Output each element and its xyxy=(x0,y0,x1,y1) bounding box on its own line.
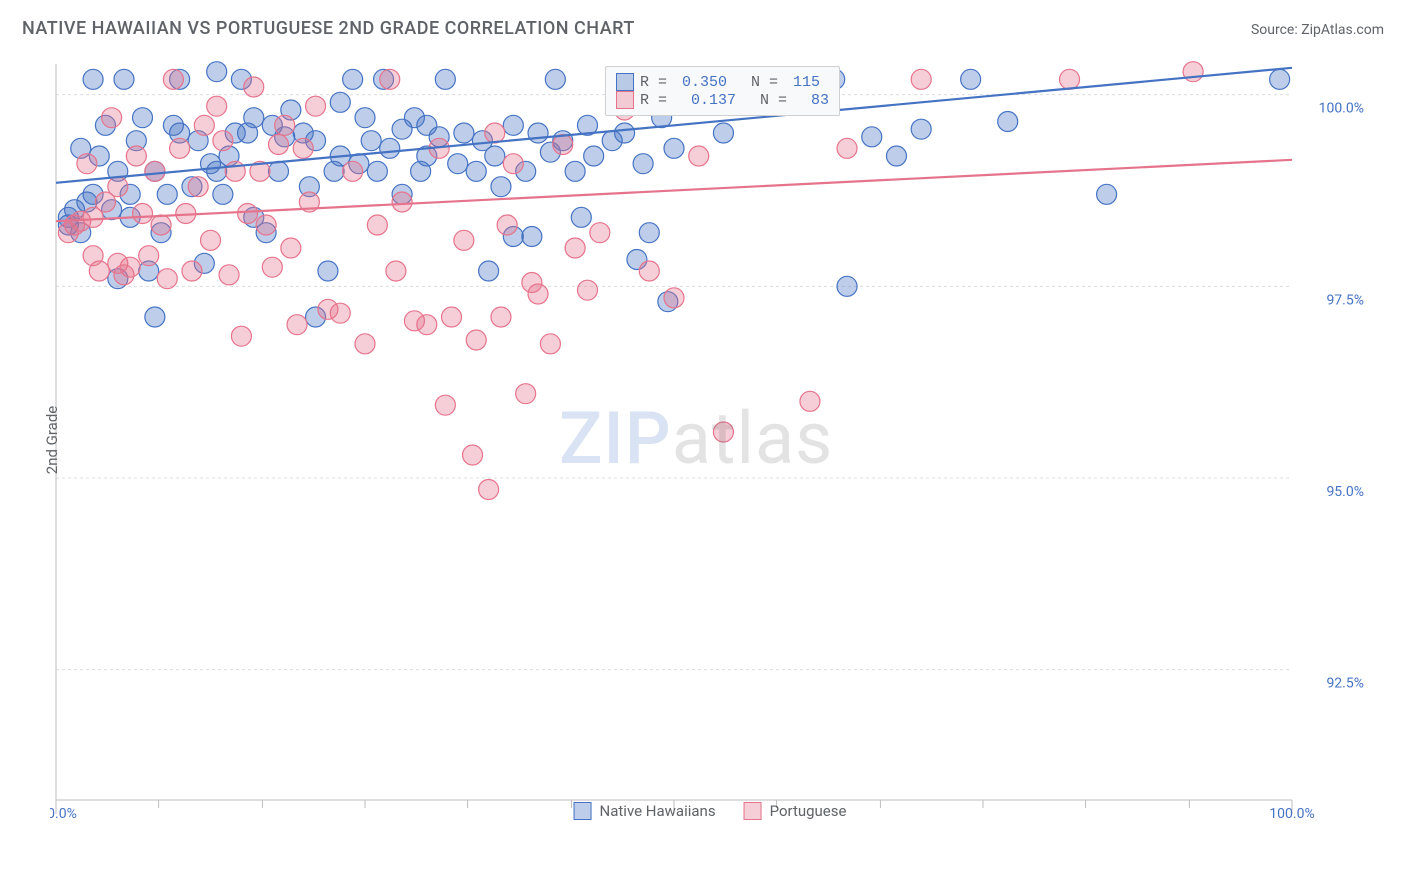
legend-item-a: Native Hawaiians xyxy=(574,802,716,820)
plot-area: 2nd Grade 92.5%95.0%97.5%100.0%0.0%100.0… xyxy=(50,60,1370,820)
legend-label-a: Native Hawaiians xyxy=(600,802,716,820)
stats-row-b: R = 0.137 N = 83 xyxy=(616,91,829,109)
n-label: N = xyxy=(733,74,787,91)
chart-title: NATIVE HAWAIIAN VS PORTUGUESE 2ND GRADE … xyxy=(22,18,635,39)
legend-label-b: Portuguese xyxy=(770,802,847,820)
swatch-pink-icon xyxy=(616,91,634,109)
legend-item-b: Portuguese xyxy=(744,802,847,820)
swatch-blue-icon xyxy=(616,73,634,91)
r-val-b: 0.137 xyxy=(691,92,736,109)
n-val-b: 83 xyxy=(811,92,829,109)
svg-text:100.0%: 100.0% xyxy=(1269,806,1314,820)
svg-text:0.0%: 0.0% xyxy=(50,806,77,820)
y-axis-label: 2nd Grade xyxy=(43,406,61,474)
n-val-a: 115 xyxy=(793,74,820,91)
header: NATIVE HAWAIIAN VS PORTUGUESE 2ND GRADE … xyxy=(22,18,1384,39)
r-label: R = xyxy=(640,74,676,91)
swatch-blue-icon xyxy=(574,802,592,820)
r-label: R = xyxy=(640,92,685,109)
n-label: N = xyxy=(742,92,805,109)
series-legend: Native Hawaiians Portuguese xyxy=(574,802,847,820)
swatch-pink-icon xyxy=(744,802,762,820)
r-val-a: 0.350 xyxy=(682,74,727,91)
source-label: Source: ZipAtlas.com xyxy=(1251,22,1384,38)
svg-text:95.0%: 95.0% xyxy=(1326,484,1364,500)
stats-legend: R = 0.350 N = 115 R = 0.137 N = 83 xyxy=(605,66,840,116)
svg-text:92.5%: 92.5% xyxy=(1326,676,1364,692)
svg-text:100.0%: 100.0% xyxy=(1319,101,1364,117)
svg-text:97.5%: 97.5% xyxy=(1326,292,1364,308)
stats-row-a: R = 0.350 N = 115 xyxy=(616,73,829,91)
scatter-chart: 92.5% 95.0% 97.5% 100.0% 0.0% 100.0% xyxy=(50,60,1370,820)
